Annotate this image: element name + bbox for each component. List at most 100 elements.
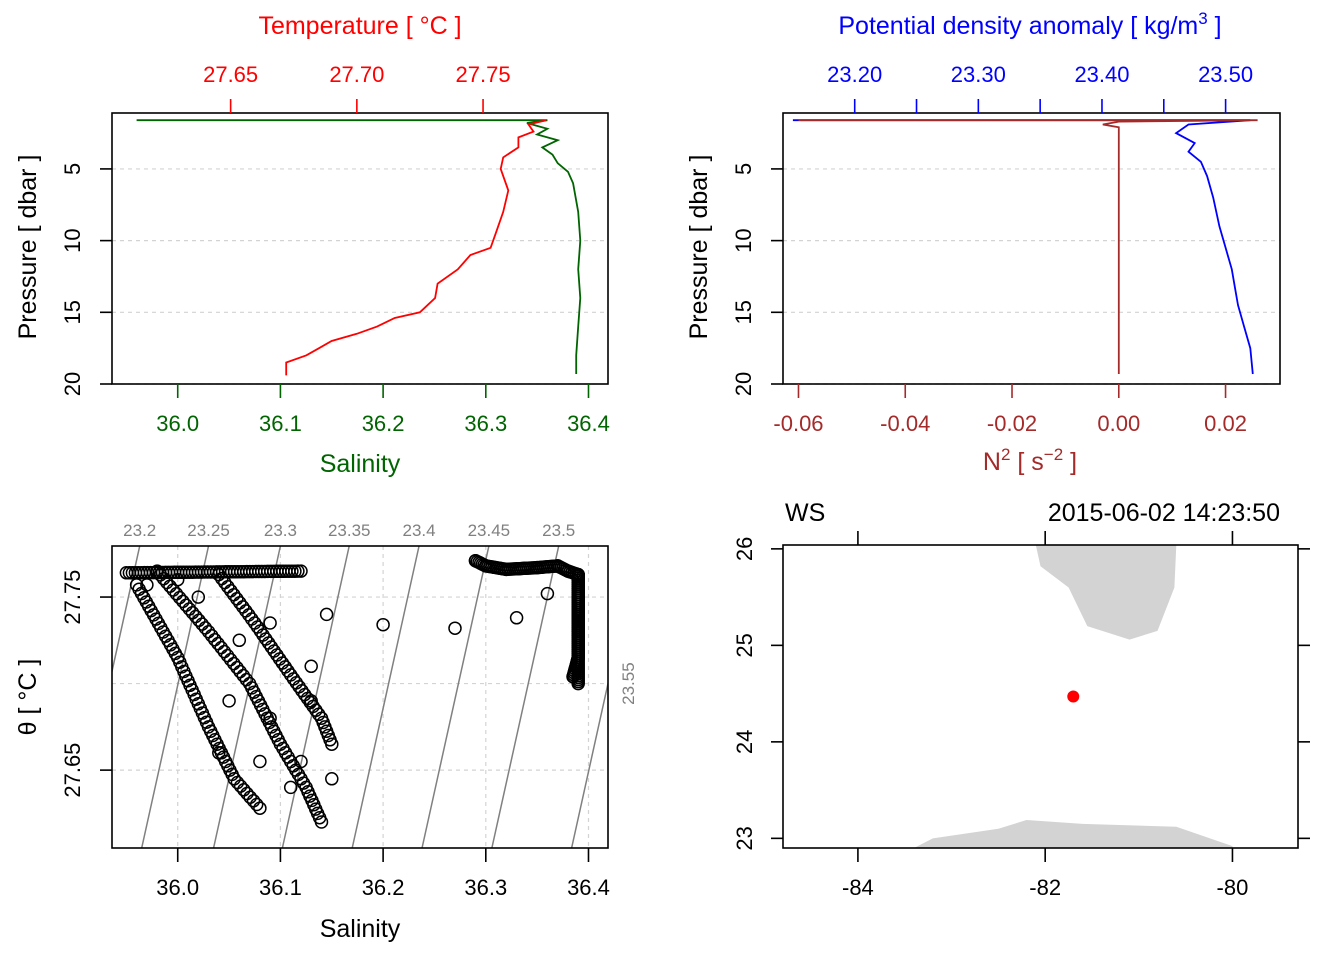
latitude-tick-label: 23 bbox=[732, 826, 757, 850]
n2-tick-label: -0.02 bbox=[987, 411, 1037, 436]
density-axis-title-sup: 3 bbox=[1198, 9, 1207, 28]
pressure-tick-label: 15 bbox=[731, 300, 756, 324]
ts-point bbox=[208, 632, 222, 647]
ts-point bbox=[169, 587, 184, 601]
land-north bbox=[1035, 545, 1177, 640]
ts-point bbox=[294, 564, 308, 578]
ts-point bbox=[222, 694, 236, 708]
isopycnal-label: 23.5 bbox=[542, 521, 575, 540]
plot-frame bbox=[782, 112, 1281, 385]
station-marker bbox=[1067, 690, 1080, 703]
ts-point bbox=[182, 602, 197, 616]
latitude-tick-label: 24 bbox=[732, 730, 757, 754]
temperature-tick-label: 27.65 bbox=[203, 62, 258, 87]
isopycnal-line bbox=[421, 546, 490, 848]
pressure-tick-label: 20 bbox=[731, 372, 756, 396]
isopycnal-label: 23.3 bbox=[264, 521, 297, 540]
longitude-tick-label: -80 bbox=[1217, 875, 1249, 900]
ts-point bbox=[198, 621, 213, 635]
ts-point bbox=[253, 801, 267, 815]
isopycnal-line bbox=[351, 546, 420, 848]
ts-point bbox=[237, 783, 251, 797]
ts-point bbox=[242, 608, 256, 622]
pressure-tick-label: 5 bbox=[60, 163, 85, 175]
ts-point bbox=[283, 780, 298, 795]
ts-point bbox=[192, 613, 206, 628]
ts-point bbox=[163, 579, 177, 593]
pressure-tick-label: 5 bbox=[731, 163, 756, 175]
pressure-tick-label: 10 bbox=[60, 228, 85, 252]
ts-point bbox=[325, 772, 339, 786]
salinity-tick-label: 36.3 bbox=[464, 875, 507, 900]
ts-point bbox=[236, 600, 250, 614]
ts-point bbox=[247, 616, 262, 630]
density-tick-label: 23.20 bbox=[827, 62, 882, 87]
ts-point bbox=[233, 596, 247, 610]
ts-point bbox=[227, 656, 241, 671]
ts-point bbox=[244, 612, 259, 626]
map-area bbox=[914, 545, 1233, 848]
ts-point bbox=[204, 628, 219, 643]
ts-point bbox=[211, 636, 225, 651]
ts-point bbox=[217, 644, 232, 659]
isopycnal-label: 23.25 bbox=[187, 521, 230, 540]
plot-frame bbox=[111, 545, 609, 849]
salinity-tick-label: 36.2 bbox=[362, 411, 405, 436]
ts-point bbox=[223, 652, 238, 667]
n2-axis-title: N2 [ s−2 ] bbox=[983, 445, 1077, 476]
density-n2-profile-panel: Potential density anomaly [ kg/m3 ] N2 [… bbox=[685, 9, 1281, 476]
ts-point bbox=[304, 659, 318, 674]
density-tick-label: 23.30 bbox=[951, 62, 1006, 87]
density-line bbox=[792, 119, 1254, 375]
ts-point bbox=[195, 617, 209, 631]
station-map-panel: WS 2015-06-02 14:23:50 -84 -82 -80 23 24 25 26 bbox=[732, 499, 1310, 900]
isopycnal-line bbox=[570, 680, 608, 848]
isopycnal-label: 23.4 bbox=[403, 521, 436, 540]
ts-point bbox=[540, 586, 555, 601]
n2-axis-title-mid: [ s bbox=[1010, 448, 1043, 476]
ts-point bbox=[191, 590, 206, 604]
ts-salinity-axis-title: Salinity bbox=[320, 915, 401, 943]
latitude-tick-label: 25 bbox=[732, 633, 757, 657]
n2-tick-label: 0.00 bbox=[1097, 411, 1140, 436]
ts-diagram-panel: Salinity θ [ °C ] 23.2 23.25 23.3 23.35 23.4… bbox=[14, 521, 638, 943]
temperature-tick-label: 27.70 bbox=[329, 62, 384, 87]
latitude-tick-label: 26 bbox=[732, 537, 757, 561]
ts-point bbox=[448, 621, 462, 635]
ts-point bbox=[188, 609, 203, 624]
theta-axis-title: θ [ °C ] bbox=[14, 659, 42, 736]
ts-point bbox=[240, 786, 254, 801]
pressure-tick-label: 15 bbox=[60, 300, 85, 324]
ts-point bbox=[170, 572, 185, 587]
ts-point bbox=[227, 587, 241, 602]
ts-point bbox=[314, 815, 329, 829]
density-axis-title-end: ] bbox=[1208, 12, 1222, 40]
ts-point bbox=[566, 669, 580, 684]
ts-point bbox=[304, 694, 318, 708]
ts-point bbox=[221, 579, 235, 594]
ts-point bbox=[319, 607, 334, 622]
isopycnal-label: 23.55 bbox=[619, 662, 638, 705]
density-axis-title: Potential density anomaly [ kg/m3 ] bbox=[838, 9, 1221, 40]
ts-point bbox=[253, 754, 267, 769]
ts-point bbox=[291, 564, 305, 578]
density-axis-title-main: Potential density anomaly [ kg/m bbox=[838, 12, 1198, 40]
ts-point bbox=[220, 648, 235, 663]
ts-point bbox=[224, 583, 238, 598]
isopycnal-label: 23.45 bbox=[468, 521, 511, 540]
n2-axis-title-main: N bbox=[983, 448, 1001, 476]
n2-axis-title-end: ] bbox=[1063, 448, 1077, 476]
isopycnal-line bbox=[140, 546, 210, 848]
temperature-salinity-profile-panel: Temperature [ °C ] Salinity Pressure [ d… bbox=[14, 12, 610, 478]
ts-point bbox=[233, 779, 248, 793]
n2-line bbox=[798, 119, 1258, 374]
land-south bbox=[914, 820, 1233, 848]
salinity-line bbox=[136, 119, 582, 374]
theta-tick-label: 27.75 bbox=[60, 570, 85, 625]
n2-tick-label: 0.02 bbox=[1204, 411, 1247, 436]
isopycnal-line bbox=[112, 546, 141, 675]
ts-point bbox=[230, 592, 244, 606]
longitude-tick-label: -84 bbox=[842, 875, 874, 900]
salinity-tick-label: 36.1 bbox=[259, 875, 302, 900]
